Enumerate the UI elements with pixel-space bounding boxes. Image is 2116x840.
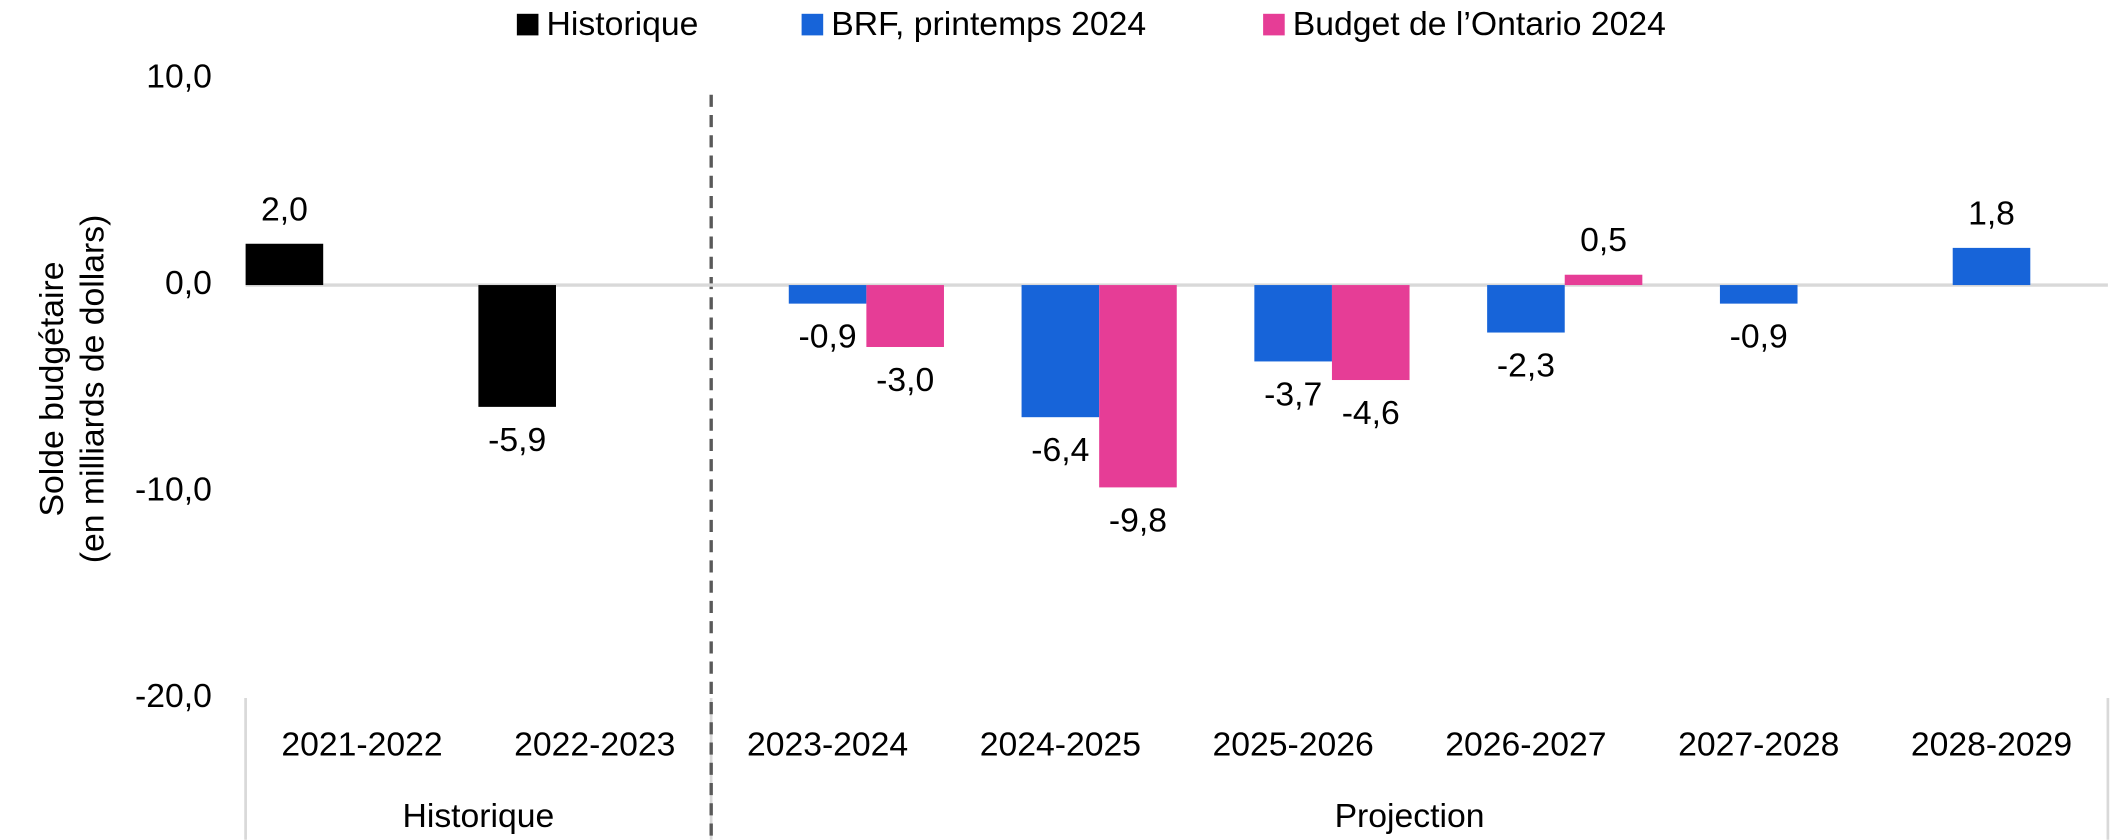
data-label: -5,9 xyxy=(488,421,546,459)
y-tick-label: 0,0 xyxy=(165,264,212,302)
legend-label: Budget de l’Ontario 2024 xyxy=(1293,5,1666,43)
legend-swatch xyxy=(516,13,539,36)
bar xyxy=(1564,274,1643,286)
y-tick-label: -10,0 xyxy=(135,470,212,508)
legend-swatch xyxy=(1263,13,1285,36)
data-label: -9,8 xyxy=(1109,501,1167,539)
legend-swatch xyxy=(801,13,824,36)
bar xyxy=(866,285,944,347)
x-tick-label: 2027-2028 xyxy=(1678,725,1839,763)
data-label: 0,5 xyxy=(1580,221,1627,259)
data-label: -0,9 xyxy=(1730,318,1788,356)
bar xyxy=(1487,285,1565,333)
y-tick-label: -20,0 xyxy=(135,677,212,715)
data-label: 1,8 xyxy=(1968,194,2015,232)
y-axis-title-line: (en milliards de dollars) xyxy=(73,215,111,564)
data-label: -6,4 xyxy=(1031,431,1089,469)
legend-label: Historique xyxy=(547,5,699,43)
x-tick-label: 2021-2022 xyxy=(281,725,442,763)
group-label: Projection xyxy=(1335,797,1485,835)
x-tick-label: 2024-2025 xyxy=(980,725,1141,763)
x-tick-label: 2025-2026 xyxy=(1213,725,1374,763)
bar xyxy=(788,285,867,304)
data-label: -4,6 xyxy=(1342,394,1400,432)
data-label: -3,0 xyxy=(876,361,934,399)
x-tick-label: 2022-2023 xyxy=(514,725,675,763)
bar xyxy=(1331,285,1410,381)
data-label: 2,0 xyxy=(261,190,308,228)
bar xyxy=(478,285,556,407)
data-label: -0,9 xyxy=(799,318,857,356)
data-label: -3,7 xyxy=(1264,375,1322,413)
y-axis-title: Solde budgétaire (en milliards de dollar… xyxy=(33,215,111,564)
bar xyxy=(245,243,324,286)
group-label: Historique xyxy=(402,797,554,835)
bar xyxy=(1021,285,1100,418)
x-tick-label: 2023-2024 xyxy=(747,725,908,763)
x-tick-label: 2028-2029 xyxy=(1911,725,2072,763)
x-tick-label: 2026-2027 xyxy=(1445,725,1606,763)
legend-label: BRF, printemps 2024 xyxy=(831,5,1146,43)
bar xyxy=(1254,285,1332,362)
data-label: -2,3 xyxy=(1497,347,1555,385)
bar xyxy=(1952,247,2031,286)
bar xyxy=(1719,285,1798,304)
bar xyxy=(1099,285,1177,488)
y-tick-label: 10,0 xyxy=(146,57,212,95)
y-axis-title-line: Solde budgétaire xyxy=(33,261,71,516)
